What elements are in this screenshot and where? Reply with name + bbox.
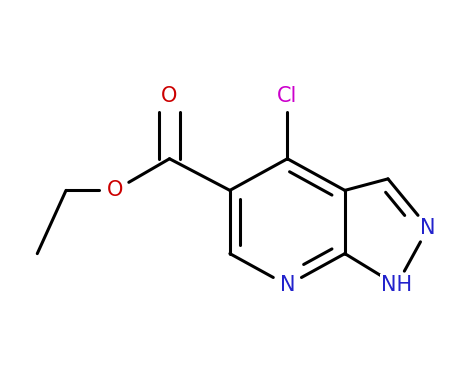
Text: Cl: Cl <box>277 86 297 105</box>
Text: N: N <box>420 218 435 238</box>
Text: NH: NH <box>380 275 411 295</box>
Text: O: O <box>161 86 178 105</box>
Text: O: O <box>107 180 123 200</box>
Text: N: N <box>279 275 295 295</box>
